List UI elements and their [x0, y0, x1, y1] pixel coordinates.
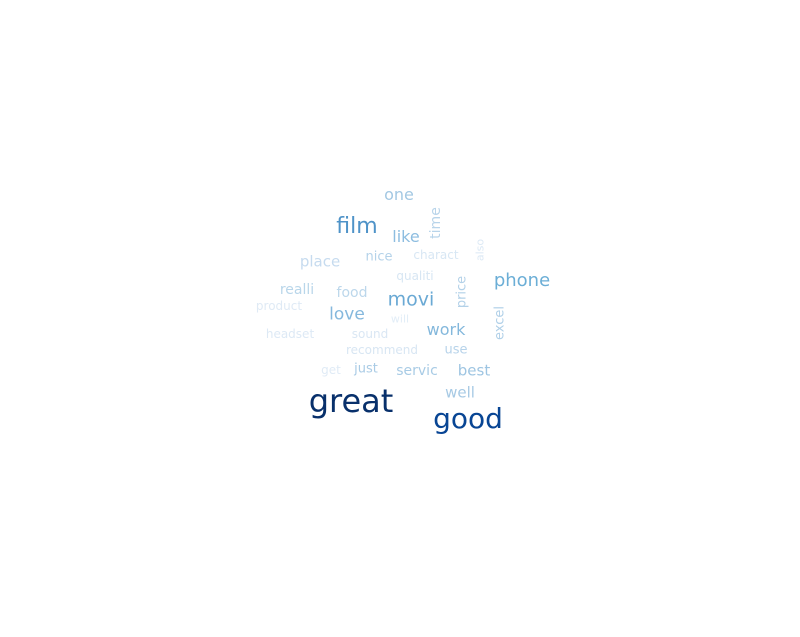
- word-best: best: [457, 361, 491, 380]
- word-place: place: [299, 252, 341, 271]
- word-product: product: [255, 299, 303, 313]
- word-movi: movi: [387, 288, 435, 311]
- word-love: love: [329, 304, 365, 325]
- word-also: also: [473, 238, 487, 262]
- word-headset: headset: [265, 327, 315, 341]
- word-good: good: [433, 402, 503, 435]
- word-sound: sound: [351, 327, 389, 341]
- word-nice: nice: [365, 249, 393, 265]
- word-price: price: [454, 275, 470, 309]
- word-time: time: [428, 207, 444, 239]
- word-qualiti: qualiti: [396, 269, 434, 283]
- word-like: like: [392, 227, 420, 246]
- word-recommend: recommend: [346, 343, 418, 357]
- word-just: just: [354, 361, 378, 377]
- word-get: get: [321, 363, 341, 377]
- word-use: use: [444, 342, 468, 358]
- word-servic: servic: [396, 363, 438, 379]
- word-phone: phone: [493, 270, 551, 291]
- word-charact: charact: [413, 248, 459, 262]
- word-great: great: [308, 382, 394, 420]
- word-film: film: [336, 214, 378, 239]
- word-well: well: [445, 383, 475, 402]
- word-one: one: [384, 185, 414, 204]
- word-realli: realli: [279, 282, 315, 298]
- word-excel: excel: [492, 306, 508, 340]
- word-will: will: [390, 312, 410, 326]
- word-food: food: [336, 285, 368, 301]
- word-work: work: [426, 320, 466, 339]
